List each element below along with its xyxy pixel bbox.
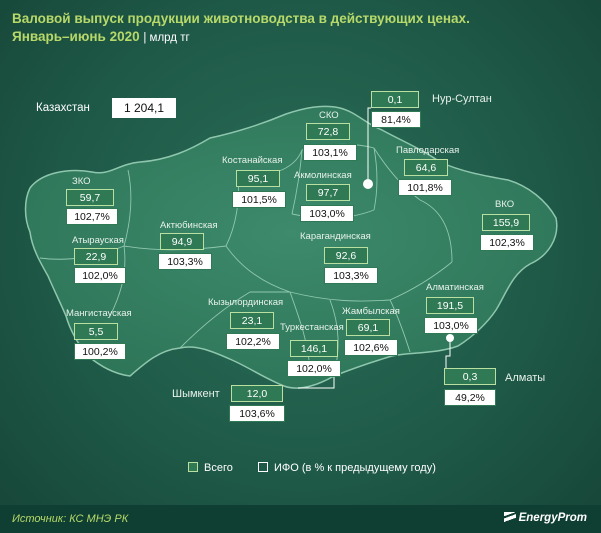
city-ifo-almaty: 49,2% <box>444 389 496 406</box>
region-total-almaty-obl: 191,5 <box>426 297 474 314</box>
region-ifo-kostanay: 101,5% <box>232 191 286 208</box>
region-total-karaganda: 92,6 <box>324 247 368 264</box>
chart-title: Валовой выпуск продукции животноводства … <box>12 10 470 47</box>
region-total-zko: 59,7 <box>66 189 114 206</box>
region-name-kyzylorda: Кызылординская <box>208 297 284 308</box>
region-total-sko: 72,8 <box>306 123 350 140</box>
region-ifo-pavlodar: 101,8% <box>398 179 452 196</box>
title-line-2: Январь–июнь 2020 | млрд тг <box>12 28 470 47</box>
almaty-marker <box>446 334 454 342</box>
brand-logo: EnergyProm <box>503 512 587 524</box>
city-total-nur-sultan: 0,1 <box>371 91 419 108</box>
region-name-karaganda: Карагандинская <box>300 231 371 242</box>
nur-sultan-marker <box>363 179 373 189</box>
region-name-atyrau: Атырауская <box>72 235 124 246</box>
region-ifo-aktobe: 103,3% <box>158 253 212 270</box>
region-total-aktobe: 94,9 <box>160 233 204 250</box>
region-ifo-kyzylorda: 102,2% <box>226 333 280 350</box>
city-total-shymkent: 12,0 <box>231 385 283 402</box>
region-name-zko: ЗКО <box>72 176 91 187</box>
region-ifo-zko: 102,7% <box>66 208 118 225</box>
region-name-pavlodar: Павлодарская <box>396 145 460 156</box>
region-name-aktobe: Актюбинская <box>160 220 218 231</box>
region-total-mangistau: 5,5 <box>74 323 118 340</box>
region-ifo-zhambyl: 102,6% <box>344 339 398 356</box>
legend-ifo: ИФО (в % к предыдущему году) <box>258 462 436 474</box>
region-total-vko: 155,9 <box>482 214 530 231</box>
region-total-zhambyl: 69,1 <box>346 319 390 336</box>
region-ifo-akmola: 103,0% <box>300 205 354 222</box>
region-total-kyzylorda: 23,1 <box>230 312 274 329</box>
legend-total-label: Всего <box>204 462 233 474</box>
legend-total-swatch <box>188 462 198 472</box>
region-ifo-turkestan: 102,0% <box>287 360 341 377</box>
region-ifo-karaganda: 103,3% <box>324 267 378 284</box>
region-ifo-sko: 103,1% <box>303 144 357 161</box>
region-ifo-atyrau: 102,0% <box>74 267 126 284</box>
region-name-sko: СКО <box>319 110 339 121</box>
almaty-leader <box>445 342 451 370</box>
region-total-pavlodar: 64,6 <box>404 159 448 176</box>
brand-name: EnergyProm <box>518 512 587 524</box>
shymkent-leader <box>298 374 335 389</box>
region-ifo-mangistau: 100,2% <box>74 343 126 360</box>
region-total-atyrau: 22,9 <box>74 248 118 265</box>
city-name-nur-sultan: Нур-Султан <box>432 93 492 105</box>
source-note: Источник: КС МНЭ РК <box>12 513 129 525</box>
region-name-zhambyl: Жамбылская <box>342 306 400 317</box>
legend-ifo-swatch <box>258 462 268 472</box>
region-total-akmola: 97,7 <box>306 184 350 201</box>
region-name-almaty-obl: Алматинская <box>426 282 484 293</box>
region-name-vko: ВКО <box>495 199 515 210</box>
region-name-turkestan: Туркестанская <box>280 322 344 333</box>
region-name-akmola: Акмолинская <box>294 170 352 181</box>
region-ifo-almaty-obl: 103,0% <box>424 317 478 334</box>
region-total-kostanay: 95,1 <box>236 170 280 187</box>
region-total-turkestan: 146,1 <box>290 340 338 357</box>
kazakhstan-total: 1 204,1 <box>112 98 176 118</box>
region-name-kostanay: Костанайская <box>222 155 283 166</box>
region-name-mangistau: Мангистауская <box>66 308 132 319</box>
unit-label: | млрд тг <box>143 32 190 44</box>
kazakhstan-label: Казахстан <box>36 102 90 114</box>
footer: Источник: КС МНЭ РК EnergyProm <box>0 505 601 533</box>
energyprom-logo-icon <box>503 512 516 522</box>
city-total-almaty: 0,3 <box>444 368 496 385</box>
title-line-1: Валовой выпуск продукции животноводства … <box>12 11 470 26</box>
city-ifo-nur-sultan: 81,4% <box>371 111 421 128</box>
leader-lines <box>298 107 451 389</box>
city-name-almaty: Алматы <box>505 372 546 384</box>
city-name-shymkent: Шымкент <box>172 388 220 400</box>
legend-total: Всего <box>188 462 233 474</box>
nur-sultan-leader <box>367 107 371 179</box>
legend-ifo-label: ИФО (в % к предыдущему году) <box>274 462 436 474</box>
city-ifo-shymkent: 103,6% <box>229 405 285 422</box>
region-ifo-vko: 102,3% <box>480 234 534 251</box>
title-period: Январь–июнь 2020 <box>12 29 140 44</box>
